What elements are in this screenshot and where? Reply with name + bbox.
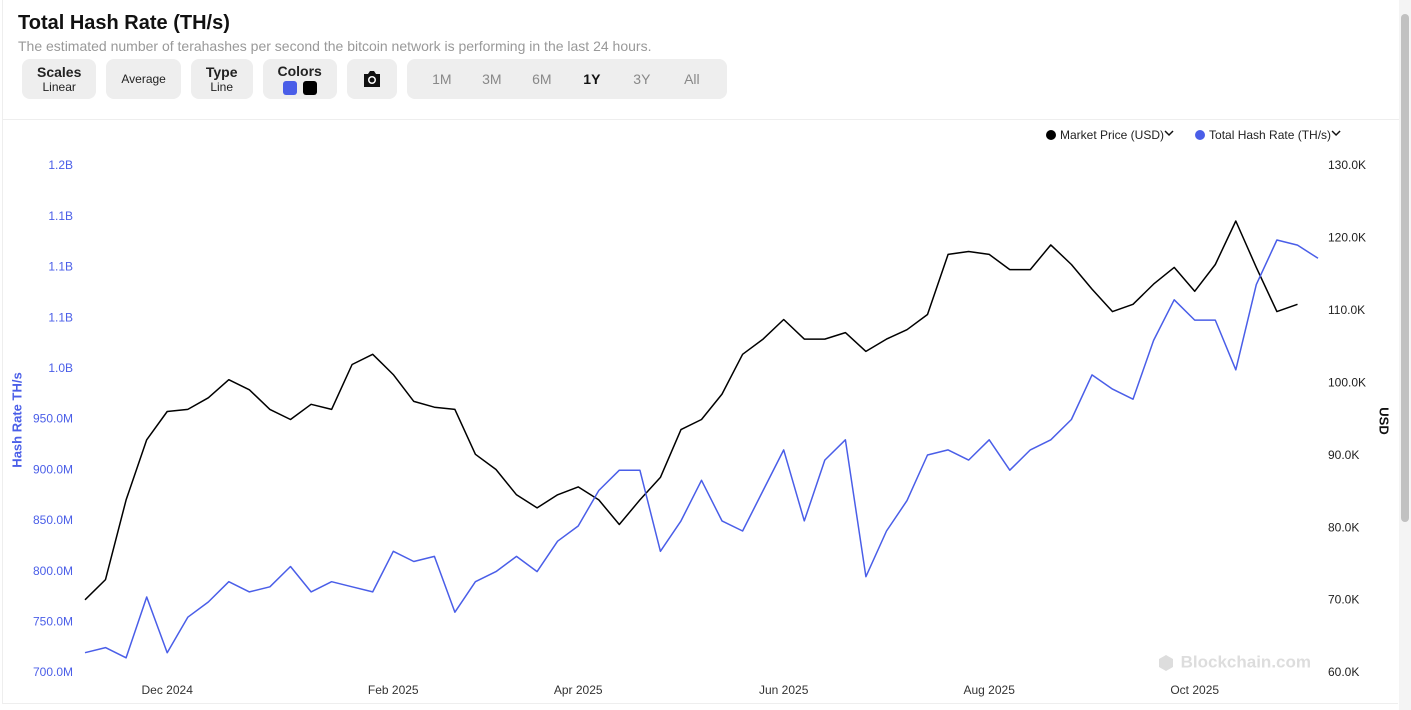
legend-label: Total Hash Rate (TH/s) — [1209, 128, 1331, 142]
y2-tick-label: 130.0K — [1328, 158, 1366, 172]
button-label: Scales — [37, 64, 82, 80]
y-tick-label: 750.0M — [33, 614, 73, 628]
y-axis-title: Hash Rate TH/s — [9, 372, 24, 467]
toolbar: Scales Linear Average Type Line Colors 1M 3… — [22, 59, 727, 99]
x-tick-label: Oct 2025 — [1170, 683, 1219, 697]
range-button[interactable]: 3M — [482, 71, 502, 87]
y2-tick-label: 100.0K — [1328, 375, 1366, 389]
y2-tick-label: 110.0K — [1328, 303, 1365, 317]
range-button[interactable]: 1Y — [583, 71, 601, 87]
legend-chevron — [1164, 130, 1174, 137]
button-label: Type — [205, 64, 238, 80]
scales-button[interactable]: Scales Linear — [22, 59, 97, 99]
range-button[interactable]: 3Y — [633, 71, 651, 87]
x-tick-label: Dec 2024 — [142, 683, 194, 697]
x-tick-label: Feb 2025 — [368, 683, 419, 697]
y-tick-label: 1.1B — [48, 260, 73, 274]
legend-label: Market Price (USD) — [1060, 128, 1164, 142]
x-tick-label: Aug 2025 — [964, 683, 1016, 697]
x-tick-label: Apr 2025 — [554, 683, 603, 697]
legend-item[interactable]: Total Hash Rate (TH/s) — [1195, 128, 1341, 142]
legend-marker — [1046, 130, 1056, 140]
y-tick-label: 1.0B — [48, 361, 73, 375]
range-button[interactable]: All — [684, 71, 700, 87]
y-tick-label: 1.2B — [48, 158, 73, 172]
series-line — [84, 220, 1298, 601]
legend-item[interactable]: Market Price (USD) — [1046, 128, 1174, 142]
y-tick-label: 850.0M — [33, 513, 73, 527]
y-tick-label: 1.1B — [48, 310, 73, 324]
title: Total Hash Rate (TH/s) — [18, 12, 230, 34]
y-tick-label: 700.0M — [33, 665, 73, 679]
y-tick-label: 900.0M — [33, 462, 73, 476]
button-value: Line — [210, 80, 234, 94]
x-tick-label: Jun 2025 — [759, 683, 809, 697]
range-button[interactable]: 1M — [432, 71, 452, 87]
button-label: Average — [121, 72, 166, 86]
color-swatch[interactable] — [282, 81, 297, 95]
scroll-thumb[interactable] — [1401, 14, 1409, 522]
series-line — [84, 239, 1319, 659]
button-label: Colors — [277, 63, 322, 79]
average-button[interactable]: Average — [106, 59, 181, 99]
y-tick-label: 950.0M — [33, 412, 73, 426]
button-value: Linear — [42, 80, 76, 94]
y-tick-label: 800.0M — [33, 564, 73, 578]
camera-icon — [363, 71, 380, 87]
watermark-text: Blockchain.com — [1181, 652, 1311, 671]
subtitle: The estimated number of terahashes per s… — [18, 38, 652, 54]
watermark-icon — [1159, 655, 1173, 671]
scrollbar[interactable] — [1399, 0, 1411, 710]
y2-tick-label: 70.0K — [1328, 593, 1359, 607]
y2-tick-label: 80.0K — [1328, 520, 1359, 534]
y2-tick-label: 60.0K — [1328, 665, 1359, 679]
y2-tick-label: 120.0K — [1328, 231, 1366, 245]
y2-axis-title: USD — [1377, 407, 1392, 434]
range-selector: 1M 3M 6M 1Y 3Y All — [406, 59, 727, 99]
range-button[interactable]: 6M — [532, 71, 552, 87]
camera-button[interactable] — [346, 59, 397, 99]
watermark: Blockchain.com — [1159, 652, 1311, 671]
swatches — [282, 81, 317, 95]
type-button[interactable]: Type Line — [190, 59, 253, 99]
color-swatch[interactable] — [302, 81, 317, 95]
divider — [2, 119, 1399, 120]
colors-button[interactable]: Colors — [262, 59, 337, 99]
legend-marker — [1195, 130, 1206, 140]
y2-tick-label: 90.0K — [1328, 448, 1359, 462]
legend: Market Price (USD) Total Hash Rate (TH/s) — [1046, 128, 1341, 142]
legend-chevron — [1331, 130, 1341, 137]
y-tick-label: 1.1B — [48, 209, 73, 223]
